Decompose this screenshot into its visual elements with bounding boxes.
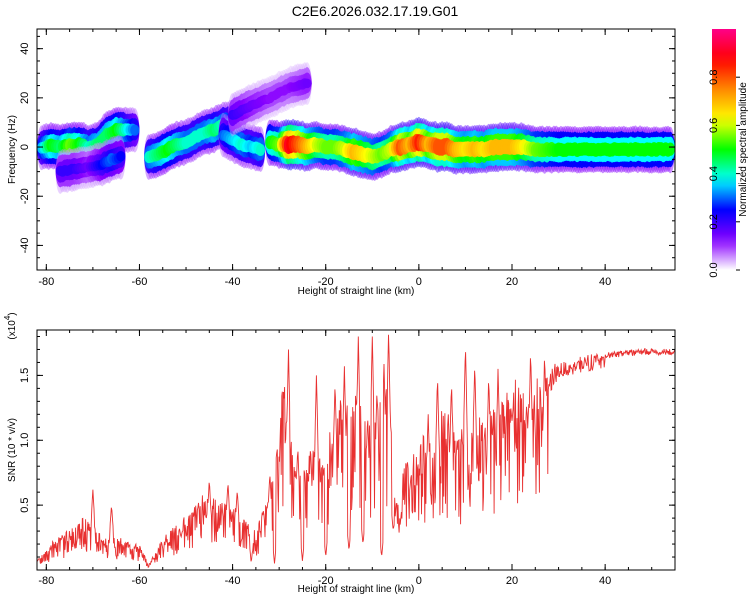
snr-xtick-label: 40: [599, 575, 611, 587]
snr-frame: [36, 329, 676, 571]
heatmap-xtick-label: -40: [225, 276, 241, 288]
heatmap-cell: [255, 143, 266, 156]
colorbar-tick-label: 0.4: [708, 166, 720, 181]
snr-multiplier-base: (x10: [7, 320, 18, 340]
heatmap-xtick-label: -80: [38, 276, 54, 288]
heatmap-cell: [302, 78, 312, 89]
heatmap-ytick-label: 0: [19, 144, 31, 150]
snr-ytick-label: 1.5: [19, 368, 31, 383]
heatmap-track-1-layer-3: [55, 151, 126, 177]
heatmap-cell: [665, 142, 675, 156]
snr-multiplier-close: ): [7, 312, 18, 315]
snr-multiplier: (x104): [3, 312, 18, 339]
snr-xtick-label: 0: [416, 575, 422, 587]
colorbar-label: Normalized spectral amplitude: [738, 82, 749, 217]
heatmap-xtick-label: 40: [599, 276, 611, 288]
heatmap-ytick-label: -40: [19, 237, 31, 253]
snr-xtick-label: -20: [318, 575, 334, 587]
heatmap-frame: [36, 28, 676, 271]
heatmap-xtick-label: 20: [506, 276, 518, 288]
heatmap-track-3-layer-3: [218, 129, 266, 156]
heatmap-track-5-layer-3: [227, 78, 312, 120]
colorbar-tick-label: 0.2: [708, 214, 720, 229]
snr-ytick-label: 1.0: [19, 433, 31, 448]
snr-xtick-label: -40: [225, 575, 241, 587]
heatmap-ytick-label: -20: [19, 188, 31, 204]
snr-multiplier-exp: 4: [3, 315, 12, 320]
colorbar-tick-label: 0.6: [708, 118, 720, 133]
heatmap-cell: [116, 151, 126, 162]
snr-xtick-label: -60: [131, 575, 147, 587]
heatmap-ylabel: Frequency (Hz): [7, 115, 18, 184]
colorbar: [712, 29, 736, 270]
colorbar-tick-label: 0.0: [708, 262, 720, 277]
heatmap-ytick-label: 20: [19, 92, 31, 104]
heatmap-xtick-label: -20: [318, 276, 334, 288]
chart-title: C2E6.2026.032.17.19.G01: [292, 3, 459, 19]
snr-series-line: [37, 334, 675, 568]
snr-xtick-label: -80: [38, 575, 54, 587]
snr-xtick-label: 20: [506, 575, 518, 587]
heatmap-xtick-label: -60: [131, 276, 147, 288]
heatmap-xtick-label: 0: [416, 276, 422, 288]
heatmap-cells: [37, 62, 675, 194]
snr-xlabel: Height of straight line (km): [298, 584, 415, 595]
snr-ytick-label: 0.5: [19, 497, 31, 512]
heatmap-xlabel: Height of straight line (km): [298, 286, 415, 297]
colorbar-tick-label: 0.8: [708, 70, 720, 85]
heatmap-ytick-label: 40: [19, 43, 31, 55]
heatmap-cell: [130, 124, 140, 136]
snr-ylabel: SNR (10 * v/v): [7, 418, 18, 482]
